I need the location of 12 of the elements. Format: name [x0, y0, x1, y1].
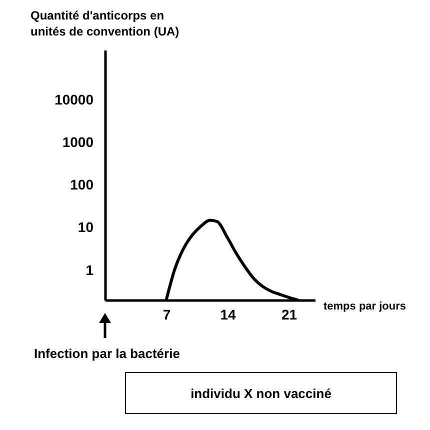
y-tick-label: 10000 — [54, 92, 94, 108]
y-tick-label: 1 — [86, 262, 94, 278]
y-tick-label: 1000 — [62, 134, 94, 150]
y-tick-label: 100 — [70, 176, 94, 193]
x-tick-label: 14 — [220, 306, 236, 322]
x-axis-title: temps par jours — [324, 300, 406, 312]
x-tick-label: 7 — [162, 306, 171, 322]
y-tick-label: 10 — [78, 219, 94, 236]
text: Infection par la bactérie — [34, 346, 180, 361]
x-tick-label: 21 — [281, 306, 298, 322]
y-axis-title: Quantité d'anticorps en unités de convention (UA) — [30, 8, 180, 38]
text: individu X non vacciné — [125, 372, 397, 414]
